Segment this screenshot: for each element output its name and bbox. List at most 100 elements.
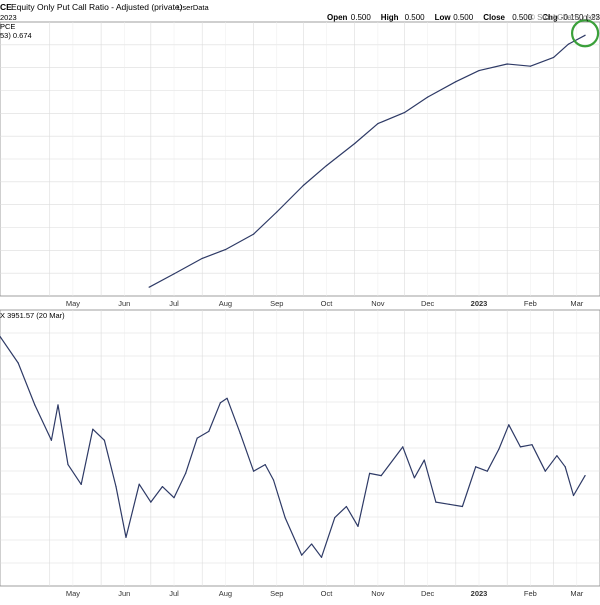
top-panel-data-point [584,34,586,36]
bottom-axis-tick-label: Aug [219,589,232,598]
bottom-panel-data-point [369,472,371,474]
bottom-panel-data-point [301,554,303,556]
bottom-panel-legend: X 3951.57 (20 Mar) [0,311,65,320]
top-axis-tick-label: Jul [169,299,179,308]
header-symbol: CE [0,2,12,12]
top-panel-data-point [276,211,278,213]
bottom-panel-data-point [264,463,266,466]
bottom-axis-tick-label: Oct [321,589,334,598]
bottom-panel-data-point [138,483,140,485]
top-axis-tick-label: Oct [321,299,334,308]
bottom-panel-data-point [556,455,558,457]
top-panel-data-point [478,70,480,72]
bottom-panel-data-point [461,505,464,508]
bottom-panel-data-point [423,459,425,461]
ohlc-label: High [381,13,399,22]
bottom-panel-data-point [150,501,152,503]
bottom-panel-data-point [185,472,187,474]
bottom-panel-data-point [402,446,404,448]
bottom-panel-data-point [486,470,488,472]
top-axis-tick-label: Feb [524,299,537,308]
bottom-axis-tick-label: May [66,589,80,598]
bottom-panel-data-point [67,463,69,466]
top-panel-data-point [377,123,379,125]
bottom-panel-data-point [320,556,323,558]
bottom-panel-data-point [0,335,1,338]
bottom-panel-data-point [564,466,566,468]
bottom-panel-data-point [252,470,255,472]
ohlc-readout: Open 0.500 High 0.500 Low 0.500 Close 0.500 Chg -… [327,13,600,22]
top-axis-tick-label: Mar [570,299,583,308]
top-panel-data-point [506,63,508,65]
bottom-axis-tick-label: Sep [270,589,283,598]
top-axis-tick-label: Sep [270,299,283,308]
bottom-panel-data-point [519,446,522,448]
top-panel-legend-name: PCE [0,22,15,31]
ohlc-value: 0.500 [453,13,474,22]
bottom-panel-data-point [475,466,477,468]
header-title: Equity Only Put Call Ratio - Adjusted (p… [11,2,183,12]
bottom-panel-data-point [544,470,546,472]
bottom-panel-data-point [50,439,52,441]
top-panel-data-point [403,111,406,114]
ohlc-value: 0.500 [405,13,426,22]
header-source: UserData [177,3,210,12]
bottom-panel-data-point [92,428,94,430]
ohlc-label: Open [327,13,348,22]
top-panel-data-point [325,165,328,167]
bottom-panel-data-point [57,404,59,406]
top-axis-tick-label: Nov [371,299,385,308]
bottom-panel-data-point [173,497,175,499]
watermark: © StockCharts.com [529,13,598,22]
bottom-panel-data-point [531,444,533,446]
bottom-panel-data-point [196,437,198,439]
bottom-axis-tick-label: Dec [421,589,435,598]
bottom-panel-data-point [572,494,575,497]
bottom-panel-data-point [284,516,286,519]
ohlc-label: Low [435,13,452,22]
bottom-panel-data-point [380,475,382,477]
bottom-panel-data-point [508,424,510,426]
ohlc-value: 0.500 [512,13,533,22]
bottom-panel-data-point [448,503,450,505]
bottom-panel-data-point [239,433,241,435]
top-panel-data-point [567,43,570,45]
bottom-axis-tick-label: Nov [371,589,385,598]
top-panel-data-point [252,233,255,235]
bottom-panel-data-point [311,543,313,545]
bottom-axis-tick-label: Mar [570,589,583,598]
bottom-panel-data-point [80,483,82,486]
top-panel-data-point [552,56,555,58]
top-panel-data-point [224,248,227,251]
header-year-line: 2023 [0,13,17,22]
bottom-panel-data-point [125,536,127,539]
ohlc-value: -0.150 (-23.08%) [561,13,600,22]
bottom-panel-data-point [334,516,336,519]
top-panel-data-point [201,257,203,260]
bottom-panel-data-point [103,439,106,441]
bottom-panel-data-point [115,486,117,488]
bottom-panel-data-point [435,501,437,503]
bottom-panel-data-point [272,479,275,481]
bottom-panel-data-point [219,402,222,404]
bottom-axis-tick-label: Jul [169,589,179,598]
top-panel-legend-value: 53) 0.674 [0,31,32,40]
top-panel-data-point [529,65,531,67]
top-axis-tick-label: Dec [421,299,435,308]
top-axis-tick-label: Jun [118,299,130,308]
bottom-panel-data-point [498,448,500,450]
bottom-axis-tick-label: Jun [118,589,130,598]
bottom-axis-tick-label: Feb [524,589,537,598]
bottom-panel-data-point [208,430,210,433]
top-axis-tick-label: May [66,299,80,308]
bottom-panel-data-point [413,477,415,479]
bottom-panel-data-point [584,475,586,477]
bottom-axis-tick-label: 2023 [471,589,488,598]
top-panel-data-point [427,96,429,98]
top-panel-data-point [354,142,356,145]
top-axis-tick-label: Aug [219,299,232,308]
top-panel-data-point [455,81,457,83]
top-panel-data-point [148,286,150,288]
